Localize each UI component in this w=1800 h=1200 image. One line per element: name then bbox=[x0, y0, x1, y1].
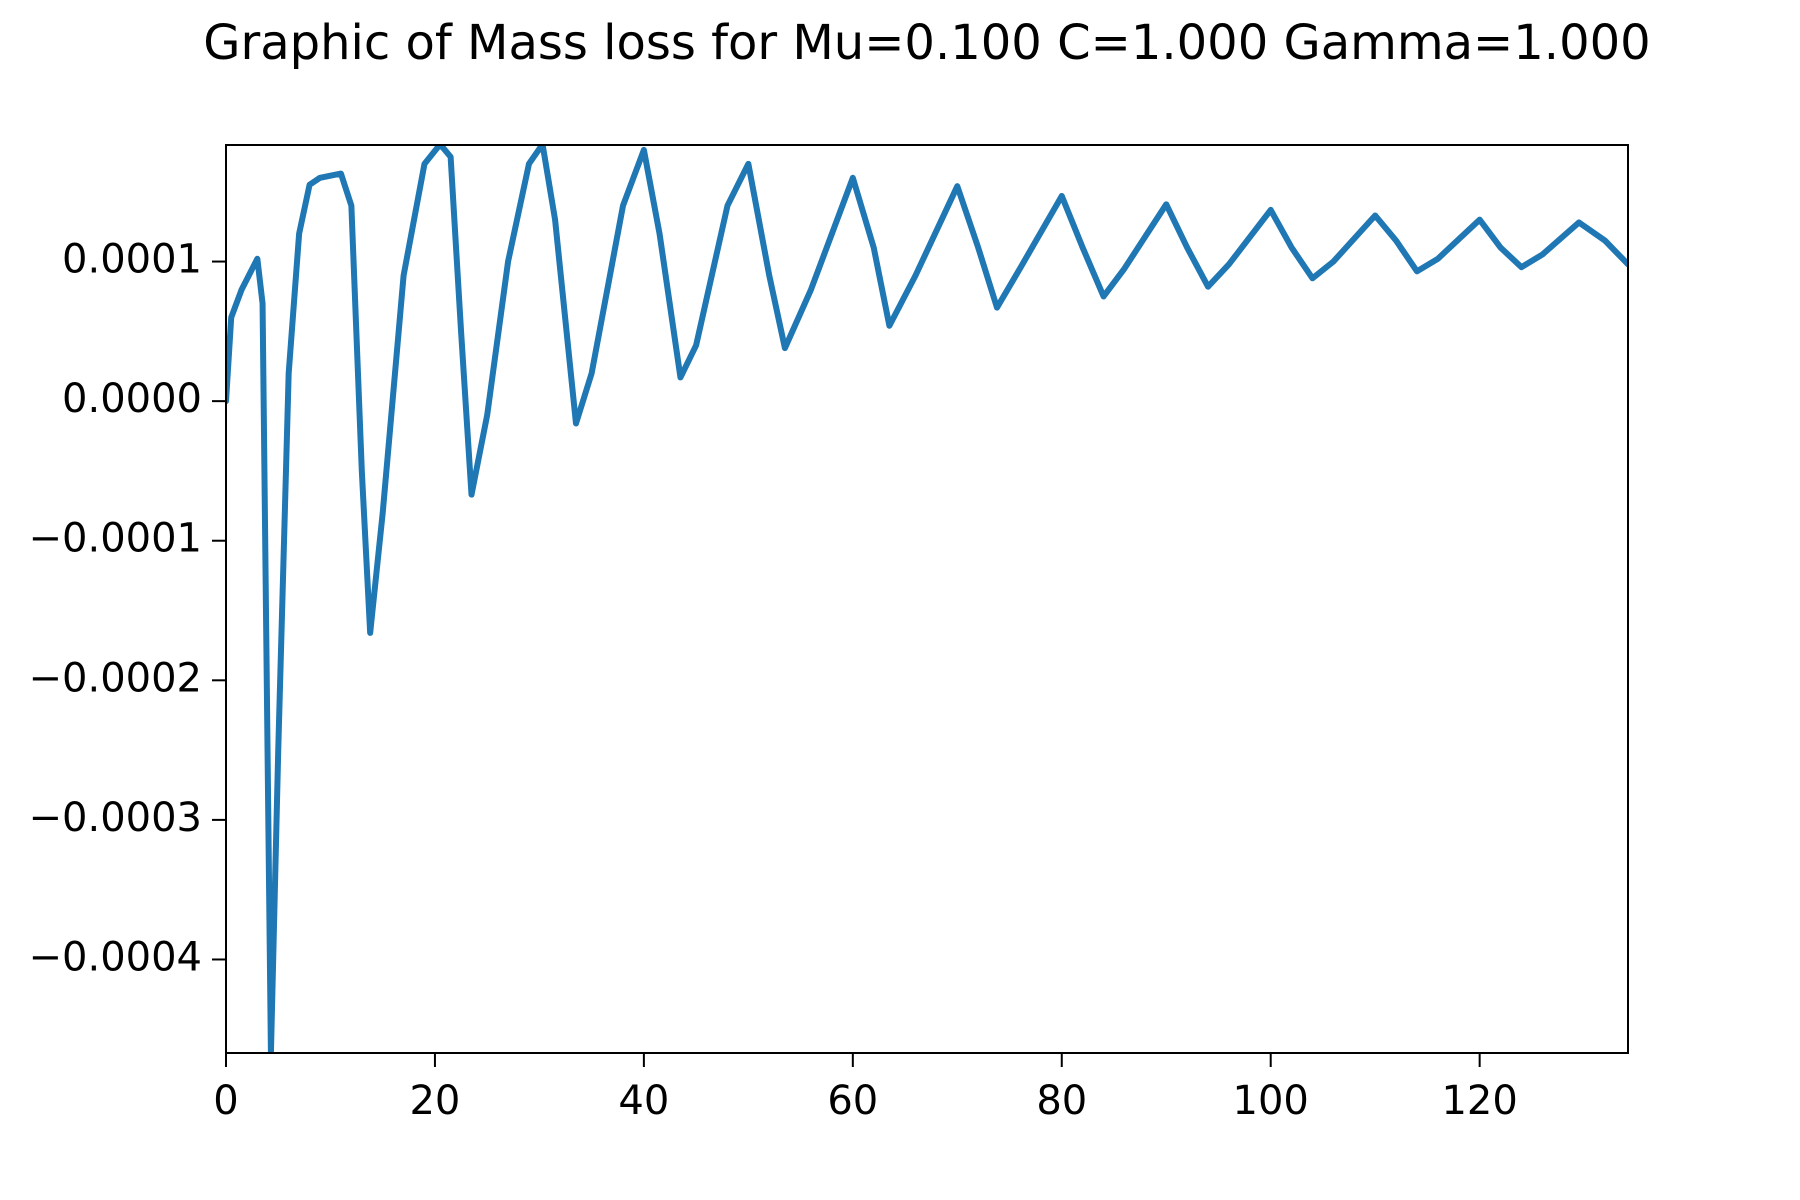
y-tick-label: 0.0000 bbox=[62, 376, 202, 422]
y-tick-label: 0.0001 bbox=[62, 237, 202, 283]
x-tick-label: 20 bbox=[409, 1078, 460, 1124]
x-tick-label: 40 bbox=[618, 1078, 669, 1124]
x-tick-label: 0 bbox=[213, 1078, 238, 1124]
y-tick-label: −0.0004 bbox=[29, 934, 202, 980]
y-tick-label: −0.0002 bbox=[29, 655, 202, 701]
x-tick-label: 100 bbox=[1233, 1078, 1309, 1124]
chart-title: Graphic of Mass loss for Mu=0.100 C=1.00… bbox=[203, 15, 1650, 71]
x-tick-label: 80 bbox=[1036, 1078, 1087, 1124]
data-line bbox=[226, 145, 1628, 1053]
y-tick-label: −0.0001 bbox=[29, 516, 202, 562]
x-tick-label: 60 bbox=[827, 1078, 878, 1124]
x-tick-label: 120 bbox=[1441, 1078, 1517, 1124]
y-tick-label: −0.0003 bbox=[29, 795, 202, 841]
plot-frame bbox=[225, 144, 1629, 1054]
